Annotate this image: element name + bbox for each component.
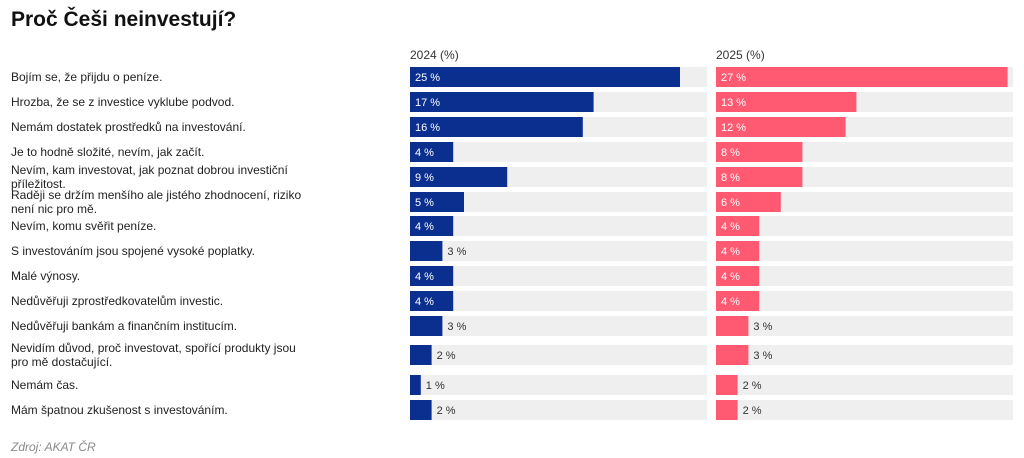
data-label: 2 % <box>437 350 456 362</box>
legend-2024: 2024 (%) <box>410 48 459 62</box>
data-label: 4 % <box>721 296 740 308</box>
data-label: 4 % <box>415 221 434 233</box>
bar-track <box>410 291 707 311</box>
bar-track <box>716 345 1013 365</box>
bar-track <box>716 241 1013 261</box>
category-label: Hrozba, že se z investice vyklube podvod… <box>11 95 234 109</box>
bar-2025 <box>716 167 803 187</box>
chart-title: Proč Češi neinvestují? <box>11 8 237 31</box>
category-label: Bojím se, že přijdu o peníze. <box>11 70 162 84</box>
data-label: 3 % <box>447 321 466 333</box>
bar-track <box>716 375 1013 395</box>
data-label: 2 % <box>437 405 456 417</box>
bar-2025 <box>716 316 749 336</box>
category-label: S investováním jsou spojené vysoké popla… <box>11 244 255 258</box>
bar-2024 <box>410 67 680 87</box>
bar-2025 <box>716 142 803 162</box>
bar-track <box>716 192 1013 212</box>
bar-2024 <box>410 266 454 286</box>
bar-2024 <box>410 375 421 395</box>
bar-track <box>410 266 707 286</box>
category-label: Nevidím důvod, proč investovat, spořící … <box>11 341 296 369</box>
bar-2025 <box>716 216 760 236</box>
bar-track <box>410 192 707 212</box>
bar-2025 <box>716 345 749 365</box>
bar-2024 <box>410 92 594 112</box>
category-label: Nevím, kam investovat, jak poznat dobrou… <box>11 163 288 191</box>
bar-track <box>716 216 1013 236</box>
category-label: Malé výnosy. <box>11 269 80 283</box>
data-label: 13 % <box>721 97 746 109</box>
bar-track <box>410 316 707 336</box>
bar-2024 <box>410 316 443 336</box>
bar-2024 <box>410 241 443 261</box>
category-label: Nemám čas. <box>11 378 78 392</box>
data-label: 9 % <box>415 172 434 184</box>
bar-2024 <box>410 216 454 236</box>
data-label: 4 % <box>721 246 740 258</box>
data-label: 8 % <box>721 147 740 159</box>
bar-2024 <box>410 192 464 212</box>
category-label: Je to hodně složité, nevím, jak začít. <box>11 145 204 159</box>
source-note: Zdroj: AKAT ČR <box>11 440 96 454</box>
bar-track <box>410 375 707 395</box>
data-label: 27 % <box>721 72 746 84</box>
data-label: 25 % <box>415 72 440 84</box>
bar-track <box>716 266 1013 286</box>
bar-track <box>410 216 707 236</box>
bar-track <box>410 345 707 365</box>
data-label: 17 % <box>415 97 440 109</box>
bar-2024 <box>410 400 432 420</box>
bar-2025 <box>716 375 738 395</box>
bar-track <box>716 316 1013 336</box>
category-label: Nedůvěřuji bankám a finančním institucím… <box>11 319 237 333</box>
data-label: 4 % <box>415 147 434 159</box>
category-label: Nedůvěřuji zprostředkovatelům investic. <box>11 294 223 308</box>
data-label: 3 % <box>447 246 466 258</box>
bar-2025 <box>716 400 738 420</box>
data-label: 5 % <box>415 197 434 209</box>
bar-2025 <box>716 192 781 212</box>
bar-2025 <box>716 92 857 112</box>
bar-track <box>410 241 707 261</box>
data-label: 3 % <box>753 350 772 362</box>
data-label: 6 % <box>721 197 740 209</box>
bar-track <box>716 291 1013 311</box>
data-label: 4 % <box>415 271 434 283</box>
data-label: 8 % <box>721 172 740 184</box>
bar-2024 <box>410 291 454 311</box>
data-label: 16 % <box>415 122 440 134</box>
bar-track <box>716 400 1013 420</box>
bar-2024 <box>410 117 583 137</box>
bar-2025 <box>716 67 1008 87</box>
category-label: Nevím, komu svěřit peníze. <box>11 219 156 233</box>
bar-2025 <box>716 291 760 311</box>
data-label: 2 % <box>743 405 762 417</box>
data-label: 2 % <box>743 380 762 392</box>
bar-track <box>410 400 707 420</box>
bar-2024 <box>410 345 432 365</box>
data-label: 4 % <box>721 271 740 283</box>
category-label: Raději se držím menšího ale jistého zhod… <box>11 188 301 216</box>
data-label: 4 % <box>721 221 740 233</box>
bar-2024 <box>410 142 454 162</box>
data-label: 3 % <box>753 321 772 333</box>
bar-2025 <box>716 117 846 137</box>
data-label: 1 % <box>426 380 445 392</box>
bar-2024 <box>410 167 508 187</box>
legend-2025: 2025 (%) <box>716 48 765 62</box>
data-label: 4 % <box>415 296 434 308</box>
bar-2025 <box>716 241 760 261</box>
category-label: Mám špatnou zkušenost s investováním. <box>11 403 228 417</box>
bar-track <box>410 142 707 162</box>
bar-2025 <box>716 266 760 286</box>
category-label: Nemám dostatek prostředků na investování… <box>11 120 246 134</box>
data-label: 12 % <box>721 122 746 134</box>
